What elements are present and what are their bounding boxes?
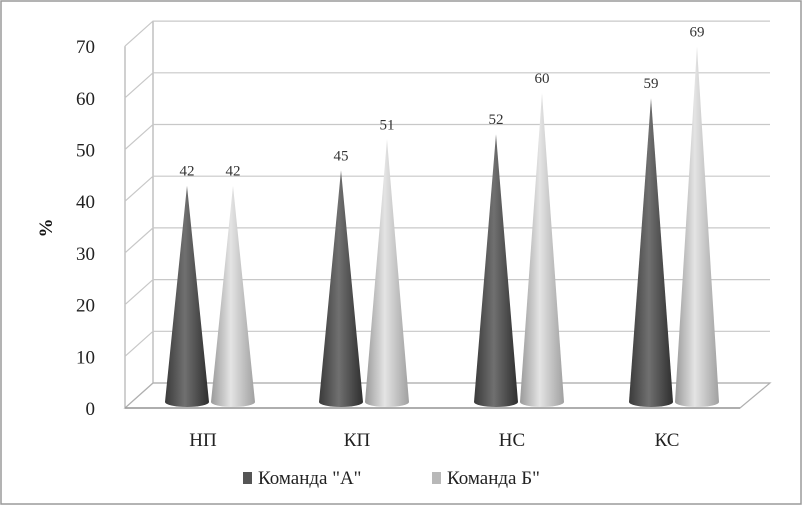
cone-team-b xyxy=(675,46,719,408)
gridline xyxy=(124,279,770,306)
y-tick-label: 10 xyxy=(76,347,95,368)
data-label: 52 xyxy=(489,112,504,128)
legend-label: Команда Б" xyxy=(447,468,540,489)
x-tick-label: КП xyxy=(344,430,371,451)
data-label: 59 xyxy=(644,76,659,92)
legend: Команда "А" Команда Б" xyxy=(243,468,540,489)
gridline xyxy=(124,72,770,99)
cone-team-a xyxy=(474,134,518,407)
legend-swatch xyxy=(432,472,441,484)
gridline xyxy=(124,330,770,357)
y-tick-label: 20 xyxy=(76,296,95,317)
cone-team-b xyxy=(211,185,255,407)
gridline xyxy=(124,123,770,150)
gridline xyxy=(124,175,770,202)
gridline xyxy=(124,20,770,47)
data-label: 69 xyxy=(690,25,705,41)
y-tick-label: 60 xyxy=(76,89,95,110)
x-tick-label: НС xyxy=(499,430,525,451)
grid-layer xyxy=(123,20,772,409)
x-axis: НП КП НС КС xyxy=(189,430,679,451)
y-tick-label: 50 xyxy=(76,141,95,162)
y-tick-label: 70 xyxy=(76,37,95,58)
x-tick-label: НП xyxy=(189,430,217,451)
cone-team-a xyxy=(165,185,209,407)
gridline xyxy=(124,227,770,254)
data-label: 51 xyxy=(380,117,395,133)
data-label: 60 xyxy=(535,71,550,87)
y-axis: 0 10 20 30 40 50 60 70 xyxy=(76,37,95,420)
cone-team-a xyxy=(319,170,363,407)
y-axis-label: % xyxy=(36,219,57,238)
y-tick-label: 40 xyxy=(76,192,95,213)
legend-swatch xyxy=(243,472,252,484)
cones xyxy=(165,46,719,408)
y-tick-label: 0 xyxy=(86,399,96,420)
y-tick-label: 30 xyxy=(76,244,95,265)
legend-label: Команда "А" xyxy=(258,468,361,489)
cone-team-b xyxy=(365,139,409,407)
cone-team-b xyxy=(520,93,564,407)
cone-team-a xyxy=(629,98,673,408)
x-tick-label: КС xyxy=(655,430,680,451)
data-label: 42 xyxy=(180,164,195,180)
data-label: 45 xyxy=(334,148,349,164)
data-label: 42 xyxy=(226,164,241,180)
data-labels: 42 45 52 59 42 51 60 69 xyxy=(180,25,705,180)
